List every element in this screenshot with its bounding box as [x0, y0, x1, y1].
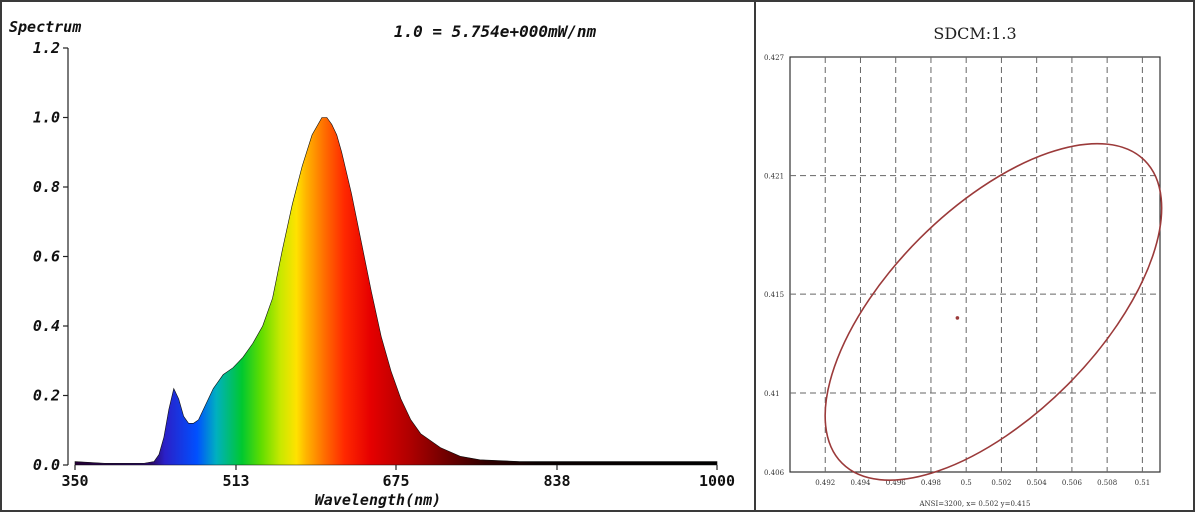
spectrum-y-ticks: 0.0 0.2 0.4 0.6 0.8 1.0 1.2: [33, 39, 68, 474]
spectrum-x-tick-label: 838: [543, 472, 570, 490]
chromaticity-grid: [790, 57, 1160, 472]
spectrum-x-tick-label: 513: [222, 472, 249, 490]
spectrum-ylabel: Spectrum: [9, 18, 81, 36]
chromaticity-x-tick-label: 0.496: [886, 479, 907, 487]
chromaticity-caption: ANSI=3200, x= 0.502 y=0.415: [918, 500, 1030, 508]
chromaticity-y-tick-label: 0.406: [764, 469, 785, 477]
spectrum-x-axis: 350 513 675 838 1000: [61, 465, 735, 490]
chromaticity-y-tick-label: 0.415: [764, 291, 784, 299]
spectrum-y-tick-label: 0.6: [33, 248, 60, 266]
sdcm-ellipse: [824, 142, 1163, 481]
spectrum-y-tick-label: 0.0: [33, 456, 60, 474]
right-panel-frame: [754, 0, 1195, 512]
chromaticity-y-tick-label: 0.41: [764, 390, 780, 398]
chromaticity-y-tick-label: 0.421: [764, 173, 784, 181]
spectrum-y-tick-label: 0.4: [33, 317, 60, 335]
spectrum-x-tick-label: 1000: [699, 472, 735, 490]
chromaticity-x-tick-label: 0.494: [850, 479, 871, 487]
chromaticity-plot-frame: [789, 56, 1161, 473]
chromaticity-title: SDCM:1.3: [933, 24, 1016, 43]
chromaticity-x-ticks: 0.492 0.494 0.496 0.498 0.5 0.502 0.504 0.506 0.…: [815, 479, 1150, 487]
chromaticity-chart: SDCM:1.3 0.492 0.494 0.496 0.498 0.5 0.502 0.5…: [764, 24, 1163, 508]
spectrum-chart: Spectrum 1.0 = 5.754e+000mW/nm 350 513 675…: [9, 18, 735, 509]
spectrum-x-tick-label: 675: [382, 472, 409, 490]
chromaticity-x-tick-label: 0.502: [991, 479, 1011, 487]
spectrum-header: 1.0 = 5.754e+000mW/nm: [394, 22, 597, 41]
chromaticity-point: [955, 316, 960, 320]
chromaticity-x-tick-label: 0.5: [961, 479, 972, 487]
spectrum-y-tick-label: 1.2: [33, 39, 60, 57]
chromaticity-y-tick-label: 0.427: [764, 54, 784, 62]
spectrum-y-tick-label: 0.8: [33, 178, 60, 196]
spectrum-y-tick-label: 0.2: [33, 387, 60, 405]
chromaticity-x-tick-label: 0.492: [815, 479, 835, 487]
spectrum-area: [74, 117, 718, 466]
chromaticity-y-ticks: 0.427 0.421 0.415 0.41 0.406: [764, 54, 785, 477]
chromaticity-x-tick-label: 0.506: [1062, 479, 1083, 487]
chromaticity-x-tick-label: 0.508: [1097, 479, 1117, 487]
chromaticity-x-tick-label: 0.51: [1135, 479, 1151, 487]
chromaticity-x-tick-label: 0.498: [921, 479, 941, 487]
chromaticity-x-tick-label: 0.504: [1027, 479, 1048, 487]
spectrum-y-tick-label: 1.0: [33, 109, 60, 127]
spectrum-xlabel: Wavelength(nm): [315, 491, 441, 509]
spectrum-x-tick-label: 350: [61, 472, 88, 490]
